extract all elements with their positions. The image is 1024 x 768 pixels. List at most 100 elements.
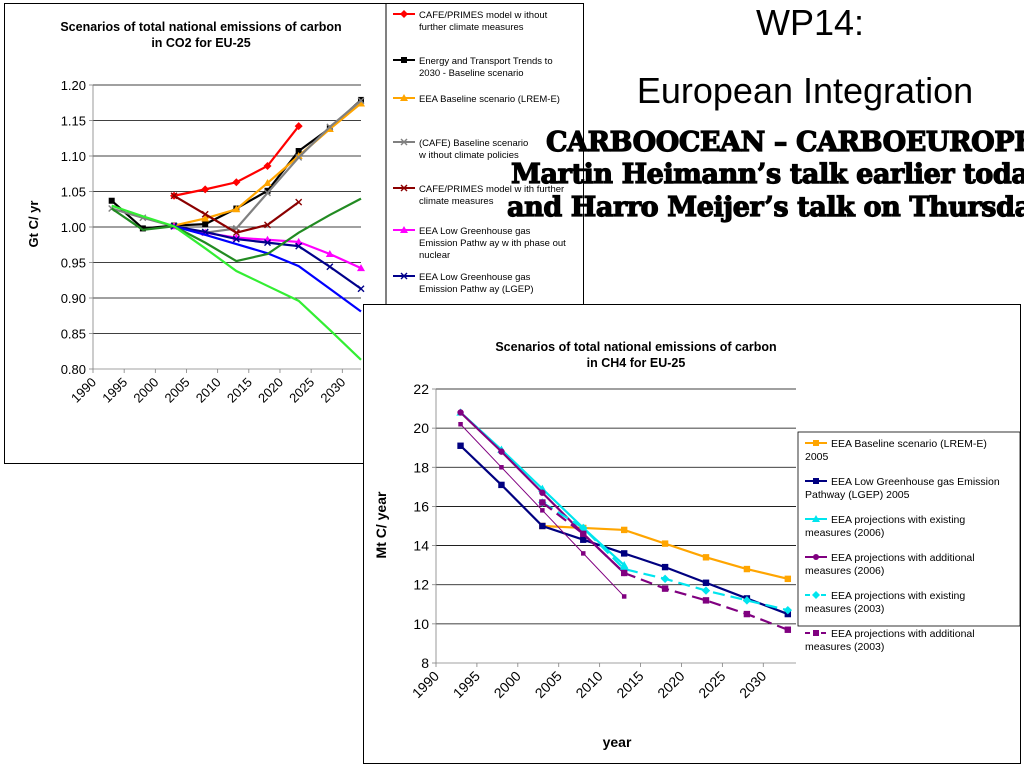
data-point bbox=[201, 185, 210, 194]
legend-label-line: EEA projections with additional bbox=[831, 628, 975, 640]
y-tick-label: 0.95 bbox=[61, 256, 86, 271]
legend-label-line: nuclear bbox=[419, 250, 450, 261]
data-point bbox=[294, 152, 303, 159]
data-point bbox=[400, 138, 408, 146]
x-tick-label: 2000 bbox=[130, 375, 161, 406]
series-6 bbox=[539, 499, 792, 633]
data-point bbox=[701, 586, 711, 595]
y-tick-label: 1.10 bbox=[61, 149, 86, 164]
data-point bbox=[357, 285, 365, 293]
plot-area bbox=[108, 96, 365, 361]
data-point bbox=[264, 239, 272, 247]
series-1 bbox=[170, 122, 303, 200]
legend-label: EEA projections with existing measures (2… bbox=[805, 590, 965, 615]
data-point bbox=[784, 575, 792, 583]
series-9 bbox=[111, 197, 362, 263]
series-line bbox=[111, 204, 362, 361]
y-tick-label: 0.80 bbox=[61, 362, 86, 377]
data-point bbox=[498, 448, 505, 455]
y-axis-label: Gt C/ yr bbox=[26, 201, 41, 248]
data-point bbox=[619, 560, 629, 569]
legend-label: EEA projections with additional measures … bbox=[805, 628, 975, 653]
chart-title: in CH4 for EU-25 bbox=[587, 356, 686, 370]
y-tick-label: 20 bbox=[413, 420, 429, 436]
y-tick-label: 0.85 bbox=[61, 327, 86, 342]
legend-label: EEA Baseline scenario (LREM-E) bbox=[419, 94, 560, 105]
data-point bbox=[294, 122, 303, 131]
legend-item: CAFE/PRIMES model w ithout further climat… bbox=[393, 10, 548, 33]
series-line bbox=[111, 197, 362, 263]
series-7 bbox=[458, 421, 627, 599]
y-tick-label: 0.90 bbox=[61, 291, 86, 306]
legend-label: (CAFE) Baseline scenario w ithout climate… bbox=[418, 138, 528, 161]
data-point bbox=[812, 515, 820, 522]
y-tick-label: 14 bbox=[413, 538, 429, 554]
legend-label: Energy and Transport Trends to 2030 - Bas… bbox=[419, 56, 553, 79]
data-point bbox=[743, 565, 751, 573]
data-point bbox=[621, 594, 627, 599]
data-point bbox=[400, 184, 408, 192]
data-point bbox=[294, 237, 303, 245]
overlay-heading: CARBOOCEAN – CARBOEUROPE bbox=[545, 126, 1024, 158]
data-point bbox=[264, 187, 271, 194]
legend-label: EEA projections with additional measures … bbox=[805, 552, 975, 577]
data-point bbox=[702, 579, 710, 586]
data-point bbox=[660, 574, 670, 584]
legend-label-line: EEA projections with existing bbox=[831, 590, 965, 602]
data-point bbox=[498, 481, 505, 489]
y-tick-label: 18 bbox=[413, 459, 429, 475]
legend-item: EEA Low Greenhouse gas Emission Pathw ay … bbox=[393, 226, 566, 261]
chart-title: Scenarios of total national emissions of… bbox=[60, 20, 341, 34]
data-point bbox=[357, 264, 365, 272]
data-point bbox=[139, 214, 147, 222]
data-point bbox=[232, 205, 241, 213]
legend-label-line: measures (2006) bbox=[805, 527, 884, 539]
legend-label-line: Pathway (LGEP) 2005 bbox=[805, 489, 910, 501]
data-point bbox=[295, 198, 303, 206]
legend-label-line: EEA Low Greenhouse gas bbox=[419, 272, 531, 283]
legend-item: (CAFE) Baseline scenario w ithout climate… bbox=[393, 138, 528, 161]
legend-item: Energy and Transport Trends to 2030 - Bas… bbox=[393, 56, 553, 79]
legend-label-line: Emission Pathw ay w ith phase out bbox=[419, 238, 566, 249]
legend-label: CAFE/PRIMES model w ith further climate m… bbox=[419, 184, 564, 207]
data-point bbox=[499, 465, 504, 470]
data-point bbox=[702, 597, 710, 604]
legend-label-line: measures (2003) bbox=[805, 603, 884, 615]
data-point bbox=[581, 551, 586, 556]
legend-item: EEA Low Greenhouse gas Emission Pathway (… bbox=[805, 476, 1000, 501]
slide-title-wp14: WP14: bbox=[755, 2, 865, 43]
data-point bbox=[813, 630, 819, 636]
x-tick-label: 2030 bbox=[736, 668, 769, 701]
y-tick-label: 22 bbox=[413, 381, 429, 397]
data-point bbox=[620, 550, 628, 557]
y-tick-label: 1.05 bbox=[61, 185, 86, 200]
legend: CAFE/PRIMES model w ithout further climat… bbox=[393, 10, 566, 295]
legend-label-line: EEA Baseline scenario (LREM-E) bbox=[831, 438, 987, 450]
data-point bbox=[232, 229, 240, 237]
data-point bbox=[232, 178, 241, 187]
data-point bbox=[400, 272, 408, 280]
overlay-talk-meijer: and Harro Meijer’s talk on Thursday bbox=[506, 191, 1024, 223]
data-point bbox=[539, 522, 546, 530]
legend-label-line: measures (2006) bbox=[805, 565, 884, 577]
y-tick-label: 16 bbox=[413, 498, 429, 514]
data-point bbox=[539, 499, 546, 506]
data-point bbox=[325, 249, 334, 257]
data-point bbox=[400, 226, 408, 233]
x-axis-label: year bbox=[603, 734, 632, 750]
legend-label-line: EEA projections with additional bbox=[831, 552, 975, 564]
legend-label-line: Emission Pathw ay (LGEP) bbox=[419, 284, 534, 295]
data-point bbox=[400, 10, 408, 18]
legend-label-line: measures (2003) bbox=[805, 641, 884, 653]
legend-label: EEA Low Greenhouse gas Emission Pathw ay … bbox=[419, 272, 534, 295]
x-tick-label: 2010 bbox=[572, 668, 605, 701]
series-line bbox=[541, 501, 789, 612]
y-tick-label: 8 bbox=[421, 655, 429, 671]
legend-label-line: climate measures bbox=[419, 196, 494, 207]
series-5 bbox=[170, 192, 303, 237]
series-5 bbox=[538, 498, 793, 615]
series-1 bbox=[539, 522, 792, 583]
data-point bbox=[702, 554, 710, 561]
data-point bbox=[540, 508, 545, 513]
data-point bbox=[201, 210, 209, 218]
